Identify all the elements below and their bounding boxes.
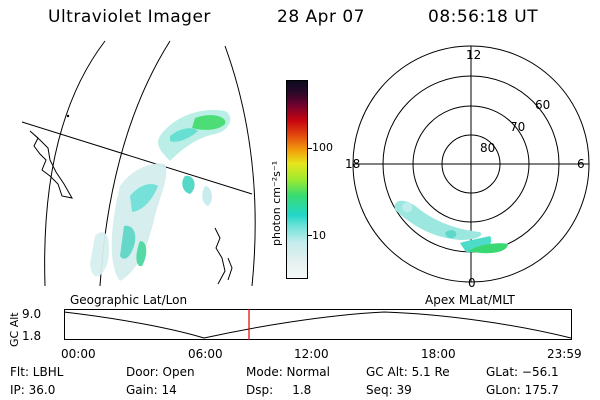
polar-plot [352,45,590,283]
apex-label: Apex MLat/MLT [425,293,515,307]
info-ip: IP: 36.0 [10,383,56,397]
altitude-curve [63,311,572,339]
polar-label-6: 6 [577,157,585,171]
polar-label-18: 18 [345,157,361,171]
map-latitude-line [21,121,253,195]
time-label: 08:56:18 UT [428,7,539,27]
colorbar [286,80,308,279]
xtick-2359: 23:59 [547,347,582,361]
colorbar-tickmark-10 [307,235,312,236]
info-glon: GLon: 175.7 [486,383,559,397]
info-dsp: Dsp: 1.8 [246,383,312,397]
colorbar-tick-100: 100 [312,141,333,154]
info-seq: Seq: 39 [366,383,412,397]
altitude-plot [63,309,572,340]
app-title: Ultraviolet Imager [48,7,211,27]
xtick-0000: 00:00 [61,347,96,361]
polar-label-12: 12 [466,48,482,62]
colorbar-tick-10: 10 [312,229,326,242]
colorbar-unit-label: photon cm⁻²s⁻¹ [270,160,283,246]
map-longitude-arc-3 [224,45,256,287]
polar-lat-70: 70 [510,120,526,134]
info-gcalt: GC Alt: 5.1 Re [366,365,450,379]
map-coastline-2 [214,227,226,285]
map-coastline-1 [29,130,73,199]
polar-lat-80: 80 [480,141,496,155]
info-flt: Flt: LBHL [10,365,64,379]
geographic-map [21,40,256,287]
map-coastline-3 [227,257,233,281]
xtick-1200: 12:00 [294,347,329,361]
colorbar-tickmark-100 [307,148,312,149]
map-aurora [90,110,231,281]
polar-lat-60: 60 [535,98,551,112]
date-label: 28 Apr 07 [277,7,365,27]
polar-label-0: 0 [468,276,476,290]
info-glat: GLat: −56.1 [486,365,559,379]
info-mode: Mode: Normal [246,365,330,379]
altitude-ytick-low: 1.8 [22,329,42,343]
polar-aurora [394,200,508,254]
map-longitude-arc-1 [44,40,106,287]
info-door: Door: Open [126,365,195,379]
xtick-1800: 18:00 [421,347,456,361]
altitude-ytick-high: 9.0 [22,307,42,321]
info-gain: Gain: 14 [126,383,177,397]
altitude-ylabel: GC Alt [8,312,21,347]
geographic-label: Geographic Lat/Lon [70,293,188,307]
xtick-0600: 06:00 [188,347,223,361]
